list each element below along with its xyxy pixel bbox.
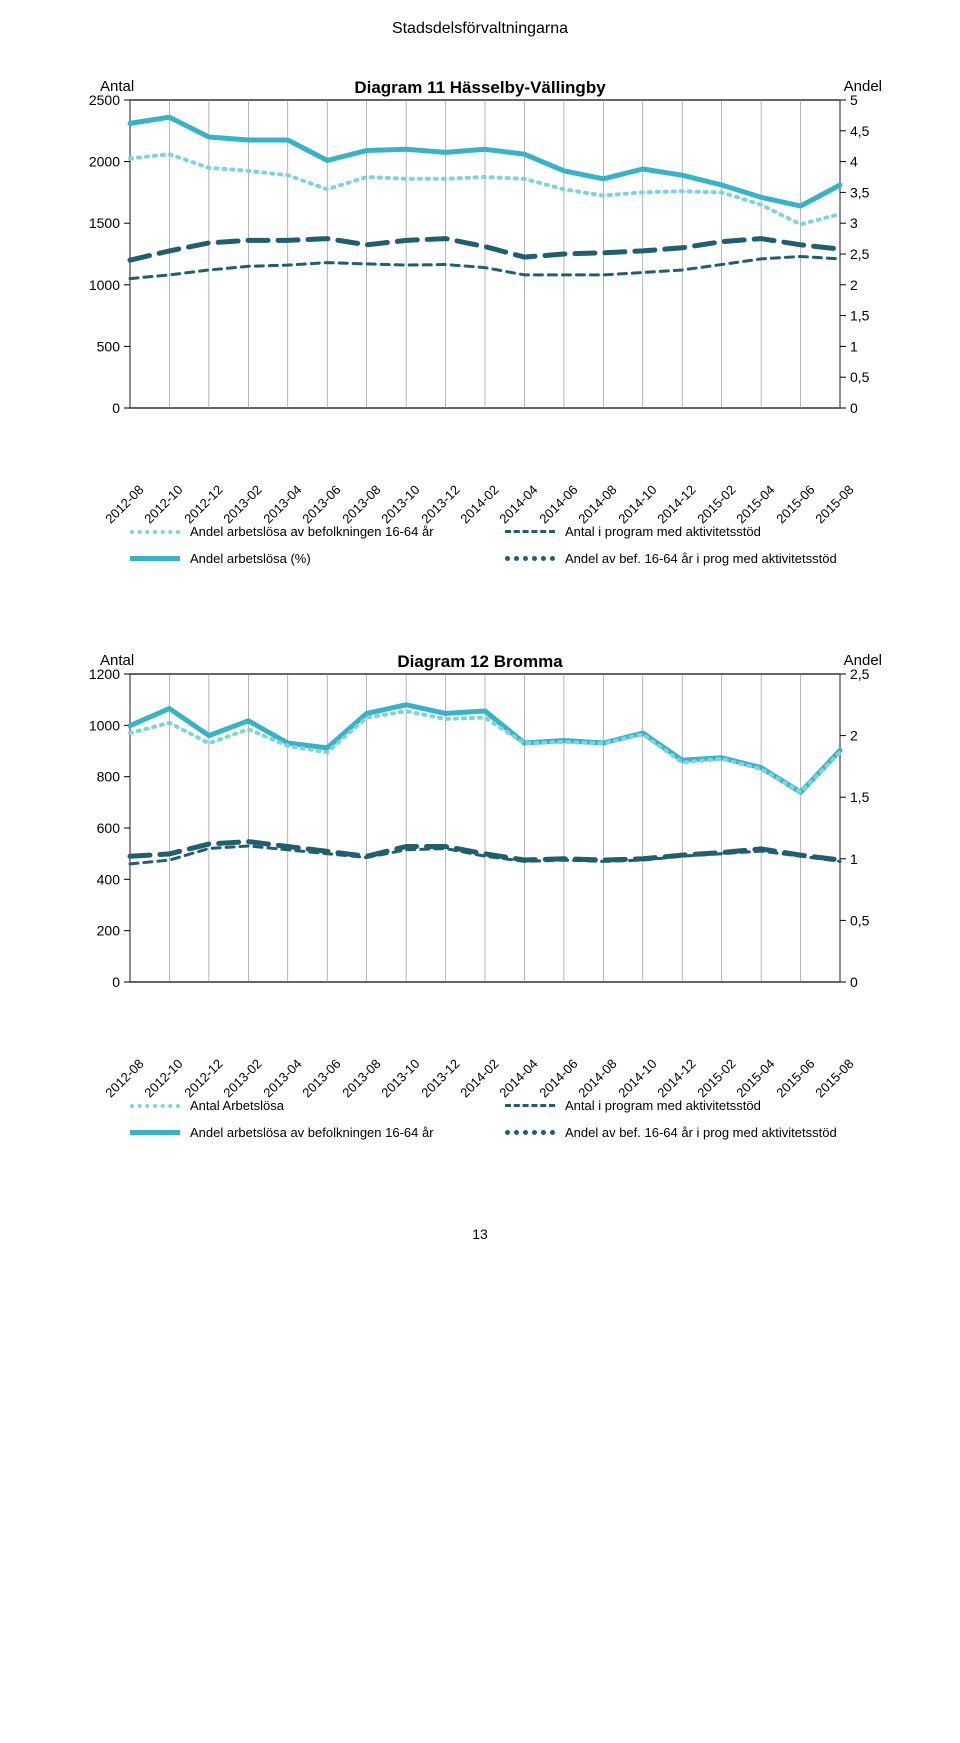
svg-text:600: 600 bbox=[97, 820, 121, 836]
svg-text:3,5: 3,5 bbox=[850, 184, 870, 200]
svg-text:2,5: 2,5 bbox=[850, 246, 870, 262]
page-header: Stadsdelsförvaltningarna bbox=[60, 20, 900, 38]
svg-text:0: 0 bbox=[850, 974, 858, 990]
svg-text:4,5: 4,5 bbox=[850, 123, 870, 139]
svg-text:2: 2 bbox=[850, 728, 858, 744]
chart-11: Antal Diagram 11 Hässelby-Vällingby Ande… bbox=[60, 78, 900, 572]
svg-text:0: 0 bbox=[112, 400, 120, 416]
legend-swatch bbox=[505, 556, 555, 561]
svg-text:2: 2 bbox=[850, 277, 858, 293]
svg-text:4: 4 bbox=[850, 154, 858, 170]
page-number: 13 bbox=[60, 1226, 900, 1242]
legend-item: Andel av bef. 16-64 år i prog med aktivi… bbox=[505, 1125, 880, 1140]
svg-text:400: 400 bbox=[97, 871, 121, 887]
svg-text:0,5: 0,5 bbox=[850, 912, 870, 928]
svg-text:1,5: 1,5 bbox=[850, 789, 870, 805]
chart2-x-labels: 2012-082012-102012-122013-022013-042013-… bbox=[60, 992, 900, 1082]
svg-text:0: 0 bbox=[850, 400, 858, 416]
svg-text:1000: 1000 bbox=[89, 717, 120, 733]
chart2-right-axis-label: Andel bbox=[844, 652, 882, 669]
svg-text:1500: 1500 bbox=[89, 215, 120, 231]
svg-text:1: 1 bbox=[850, 338, 858, 354]
chart2-title: Diagram 12 Bromma bbox=[60, 652, 900, 672]
chart2-plot: 02004006008001000120000,511,522,5 bbox=[60, 652, 900, 992]
chart1-title: Diagram 11 Hässelby-Vällingby bbox=[60, 78, 900, 98]
chart1-right-axis-label: Andel bbox=[844, 78, 882, 95]
svg-text:2000: 2000 bbox=[89, 154, 120, 170]
legend-swatch bbox=[505, 1130, 555, 1135]
svg-text:500: 500 bbox=[97, 338, 121, 354]
svg-text:200: 200 bbox=[97, 923, 121, 939]
svg-text:800: 800 bbox=[97, 769, 121, 785]
svg-text:0,5: 0,5 bbox=[850, 369, 870, 385]
svg-text:3: 3 bbox=[850, 215, 858, 231]
legend-item: Andel av bef. 16-64 år i prog med aktivi… bbox=[505, 551, 880, 566]
svg-text:1000: 1000 bbox=[89, 277, 120, 293]
chart1-x-labels: 2012-082012-102012-122013-022013-042013-… bbox=[60, 418, 900, 508]
svg-text:0: 0 bbox=[112, 974, 120, 990]
legend-swatch bbox=[130, 556, 180, 561]
legend-swatch bbox=[130, 1130, 180, 1135]
legend-label: Andel arbetslösa (%) bbox=[190, 551, 311, 566]
svg-text:1: 1 bbox=[850, 851, 858, 867]
svg-text:1,5: 1,5 bbox=[850, 308, 870, 324]
chart1-plot: 0500100015002000250000,511,522,533,544,5… bbox=[60, 78, 900, 418]
chart-12: Antal Diagram 12 Bromma Andel 0200400600… bbox=[60, 652, 900, 1146]
